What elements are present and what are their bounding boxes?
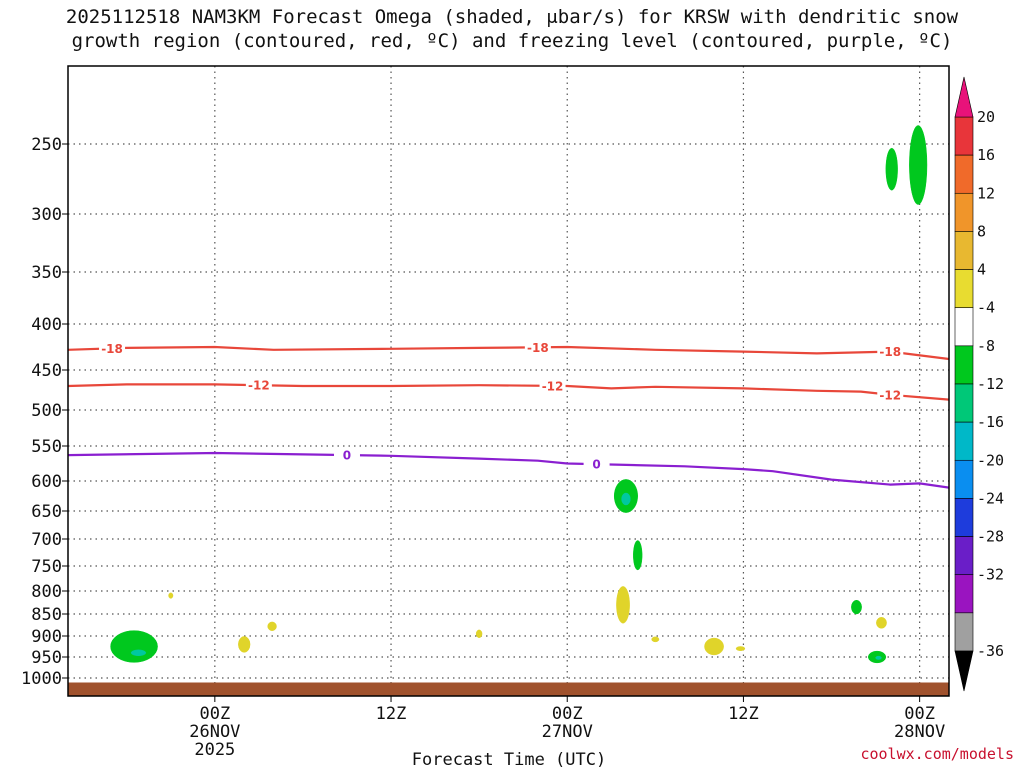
dgz-18-label: -18 xyxy=(527,341,549,355)
chart-title-line1: 2025112518 NAM3KM Forecast Omega (shaded… xyxy=(65,6,959,28)
y-tick-label: 900 xyxy=(31,627,62,647)
dgz-18-label: -18 xyxy=(879,345,901,359)
omega-shade-area xyxy=(651,636,660,643)
colorbar-label: 16 xyxy=(977,146,995,164)
colorbar-segment xyxy=(954,154,974,194)
colorbar-label: -32 xyxy=(977,566,1004,584)
colorbar-segment xyxy=(954,421,974,461)
freezing-level-contour xyxy=(67,451,950,489)
y-tick-label: 350 xyxy=(31,263,62,283)
omega-shade-area xyxy=(875,655,882,660)
colorbar-segment xyxy=(954,307,974,347)
colorbar-bottom-arrow xyxy=(954,650,974,692)
omega-shade-area xyxy=(909,125,928,205)
dgz-12-label: -12 xyxy=(542,379,564,393)
colorbar-label: 12 xyxy=(977,184,995,202)
freezing-level-label: 0 xyxy=(592,458,600,472)
freezing-level-label-bg xyxy=(333,448,360,463)
colorbar-label: -24 xyxy=(977,489,1004,507)
dgz-18-label-bg xyxy=(877,344,904,359)
dgz-12-label-bg xyxy=(539,378,566,393)
colorbar-label: -28 xyxy=(977,528,1004,546)
y-tick-label: 300 xyxy=(31,205,62,225)
x-date-label: 28NOV xyxy=(894,722,945,742)
colorbar-segment xyxy=(954,192,974,232)
omega-shade-area xyxy=(168,592,174,599)
omega-shade-area xyxy=(851,599,862,615)
omega-shade-area xyxy=(876,617,887,629)
dgz-12-label: -12 xyxy=(879,388,901,402)
colorbar-label: -4 xyxy=(977,299,995,317)
y-tick-label: 650 xyxy=(31,502,62,522)
colorbar-segment xyxy=(954,383,974,423)
chart-title-line2: growth region (contoured, red, ºC) and f… xyxy=(71,30,953,52)
x-tick-label: 12Z xyxy=(376,704,407,724)
omega-shade-area xyxy=(616,586,630,624)
omega-shade-area xyxy=(633,540,643,571)
dgz-12-label: -12 xyxy=(248,379,270,393)
x-tick-label: 00Z xyxy=(552,704,583,724)
credit-text: coolwx.com/models xyxy=(860,745,1014,763)
omega-shade-area xyxy=(621,492,631,506)
colorbar-segment xyxy=(954,459,974,499)
dgz-12-label-bg xyxy=(877,387,904,402)
colorbar-label: 4 xyxy=(977,261,986,279)
colorbar-segment xyxy=(954,498,974,537)
omega-shade-area xyxy=(885,147,898,191)
x-date-label: 27NOV xyxy=(542,722,593,742)
y-tick-label: 750 xyxy=(31,557,62,577)
x-tick-label: 00Z xyxy=(199,704,230,724)
x-tick-label: 12Z xyxy=(728,704,759,724)
y-tick-label: 550 xyxy=(31,437,62,457)
omega-shade-area xyxy=(267,621,277,631)
omega-shade-area xyxy=(704,637,724,656)
colorbar-label: 20 xyxy=(977,108,995,126)
surface-terrain xyxy=(68,682,949,696)
omega-shade-area xyxy=(238,636,251,653)
y-tick-label: 250 xyxy=(31,135,62,155)
omega-shade-area xyxy=(130,649,147,656)
dgz-18-label-bg xyxy=(524,340,551,355)
colorbar-label: 8 xyxy=(977,222,986,240)
y-tick-label: 400 xyxy=(31,315,62,335)
dgz-12-contour xyxy=(67,383,950,401)
y-tick-label: 800 xyxy=(31,582,62,602)
colorbar-segment xyxy=(954,231,974,270)
colorbar-label: -16 xyxy=(977,413,1004,431)
y-tick-label: 700 xyxy=(31,530,62,550)
omega-shade-area xyxy=(475,629,483,638)
y-tick-label: 950 xyxy=(31,648,62,668)
x-date-label: 26NOV xyxy=(189,722,240,742)
colorbar-label: -12 xyxy=(977,375,1004,393)
x-axis-title: Forecast Time (UTC) xyxy=(412,750,606,768)
colorbar-segment xyxy=(954,612,974,652)
dgz-12-label-bg xyxy=(245,378,272,393)
colorbar-segment xyxy=(954,536,974,576)
colorbar-label: -20 xyxy=(977,451,1004,469)
y-tick-label: 500 xyxy=(31,401,62,421)
plot-frame xyxy=(67,65,950,697)
omega-shade-area xyxy=(110,630,158,663)
dgz-18-label: -18 xyxy=(101,342,123,356)
omega-shade-area xyxy=(735,646,746,651)
colorbar-segment xyxy=(954,345,974,385)
colorbar-segment xyxy=(954,116,974,156)
y-tick-label: 1000 xyxy=(21,669,62,689)
freezing-level-label-bg xyxy=(583,457,610,472)
colorbar-top-arrow xyxy=(954,76,974,118)
freezing-level-label: 0 xyxy=(343,449,351,463)
colorbar-segment xyxy=(954,269,974,309)
x-tick-label: 00Z xyxy=(904,704,935,724)
dgz-18-label-bg xyxy=(99,341,126,356)
y-tick-label: 850 xyxy=(31,605,62,625)
colorbar-label: -36 xyxy=(977,642,1004,660)
x-year-label: 2025 xyxy=(194,740,235,760)
y-tick-label: 450 xyxy=(31,361,62,381)
dgz-18-contour xyxy=(67,345,950,361)
colorbar-segment xyxy=(954,574,974,614)
colorbar-label: -8 xyxy=(977,337,995,355)
y-tick-label: 600 xyxy=(31,472,62,492)
